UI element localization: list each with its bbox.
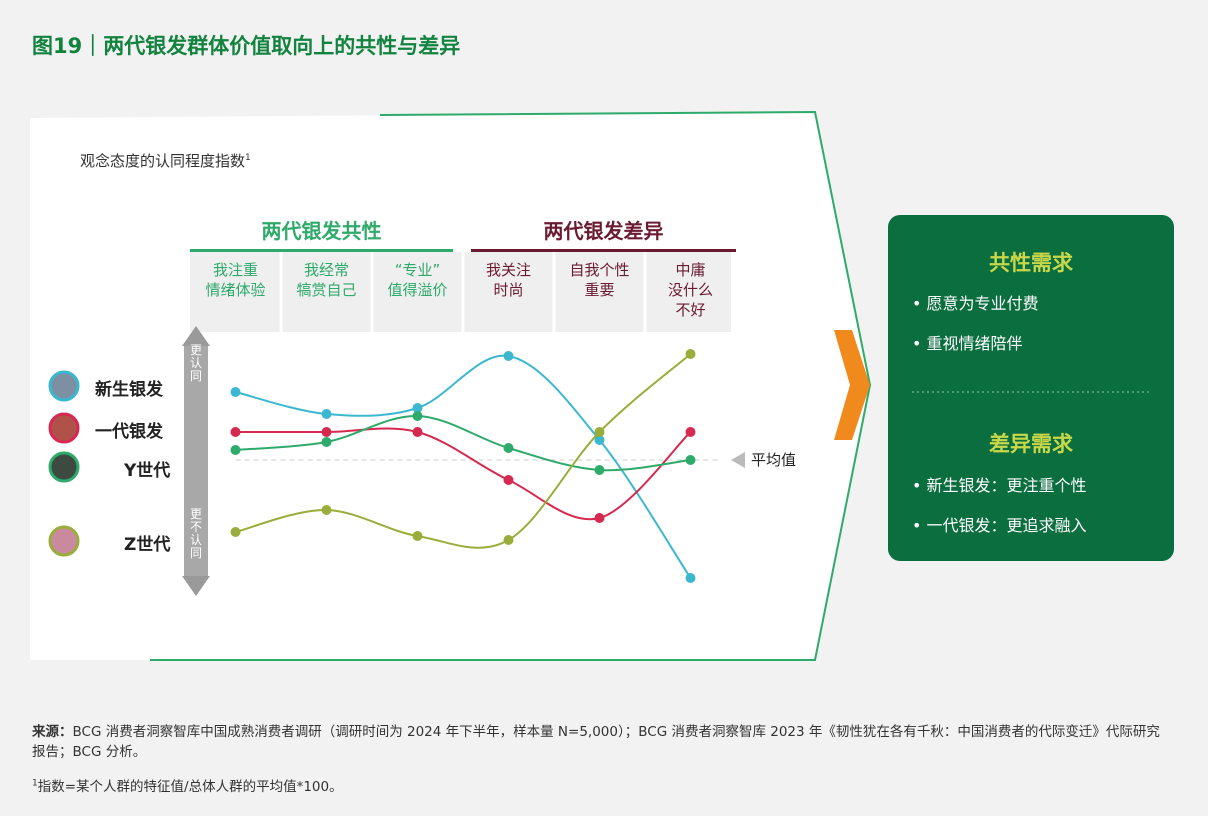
data-point xyxy=(321,409,332,419)
group-label: 两代银发差异 xyxy=(543,219,664,243)
group-underline xyxy=(471,249,736,252)
avatar xyxy=(48,412,80,444)
x-tick-label: 我关注 时尚 xyxy=(485,261,531,299)
series-line xyxy=(235,414,691,472)
footnote-mark: 1 xyxy=(32,778,38,789)
y-axis-label: 观念态度的认同程度指数1 xyxy=(80,152,251,170)
x-tick-label: 中庸 没什么 不好 xyxy=(667,261,713,319)
data-point xyxy=(594,435,605,445)
summary-item: 新生银发：更注重个性 xyxy=(912,472,1087,496)
summary-heading: 差异需求 xyxy=(989,432,1073,456)
data-point xyxy=(503,443,514,453)
x-tick-label: 我注重 情绪体验 xyxy=(205,261,266,299)
data-point xyxy=(594,513,605,523)
legend-label: Z世代 xyxy=(124,535,171,555)
avatar xyxy=(48,370,80,402)
legend-label: Y世代 xyxy=(124,461,171,481)
data-point xyxy=(321,427,332,437)
summary-item: 愿意为专业付费 xyxy=(912,290,1039,314)
data-point xyxy=(685,349,696,359)
x-tick-label: “专业” 值得溢价 xyxy=(387,261,448,299)
data-point xyxy=(685,573,696,583)
data-point xyxy=(594,427,605,437)
data-point xyxy=(594,465,605,475)
source-text: BCG 消费者洞察智库中国成熟消费者调研（调研时间为 2024 年下半年，样本量… xyxy=(32,724,1160,760)
title: 图19｜两代银发群体价值取向上的共性与差异 xyxy=(32,34,461,58)
data-point xyxy=(412,531,423,541)
avatar xyxy=(48,451,80,483)
footnote: 1指数=某个人群的特征值/总体人群的平均值*100。 xyxy=(32,775,343,796)
avatar xyxy=(48,525,80,557)
data-point xyxy=(685,427,696,437)
note-mark: 1 xyxy=(245,153,251,163)
reference-label: 平均值 xyxy=(751,451,797,469)
footnote-text: 指数=某个人群的特征值/总体人群的平均值*100。 xyxy=(37,779,343,795)
data-point xyxy=(412,411,423,421)
data-point xyxy=(321,437,332,447)
group-label: 两代银发共性 xyxy=(261,219,382,243)
data-point xyxy=(321,505,332,515)
data-point xyxy=(412,403,423,413)
arrow-shaft xyxy=(184,346,208,576)
data-point xyxy=(503,351,514,361)
x-tick-label: 自我个性 重要 xyxy=(569,261,630,299)
reference-marker xyxy=(731,452,745,468)
x-tick-label: 我经常 犒赏自己 xyxy=(296,261,357,299)
data-point xyxy=(412,427,423,437)
summary-item: 重视情绪陪伴 xyxy=(912,330,1023,354)
data-point xyxy=(503,475,514,485)
arrow-down xyxy=(182,576,210,596)
legend-label: 新生银发 xyxy=(95,380,163,400)
chevron xyxy=(834,330,870,440)
source: 来源：BCG 消费者洞察智库中国成熟消费者调研（调研时间为 2024 年下半年，… xyxy=(32,722,1162,762)
data-point xyxy=(503,535,514,545)
arrow-up xyxy=(182,326,210,346)
axis-bottom-label: 更不认同 xyxy=(190,507,203,560)
data-point xyxy=(230,527,241,537)
legend-label: 一代银发 xyxy=(95,422,163,442)
summary-heading: 共性需求 xyxy=(989,251,1073,275)
summary-item: 一代银发：更追求融入 xyxy=(912,512,1087,536)
axis-top-label: 更认同 xyxy=(190,343,203,383)
source-label: 来源： xyxy=(32,724,73,740)
data-point xyxy=(230,427,241,437)
group-underline xyxy=(190,249,453,252)
data-point xyxy=(230,445,241,455)
data-point xyxy=(685,455,696,465)
data-point xyxy=(230,387,241,397)
